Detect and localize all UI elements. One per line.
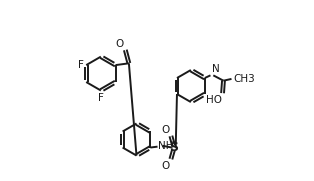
Text: O: O: [162, 161, 170, 171]
Text: O: O: [116, 39, 124, 49]
Text: F: F: [78, 60, 84, 70]
Text: N: N: [212, 64, 219, 74]
Text: O: O: [162, 125, 170, 134]
Text: NH: NH: [159, 141, 174, 151]
Text: HO: HO: [206, 95, 222, 105]
Text: S: S: [169, 141, 178, 154]
Text: F: F: [98, 93, 104, 103]
Text: CH3: CH3: [233, 74, 255, 84]
